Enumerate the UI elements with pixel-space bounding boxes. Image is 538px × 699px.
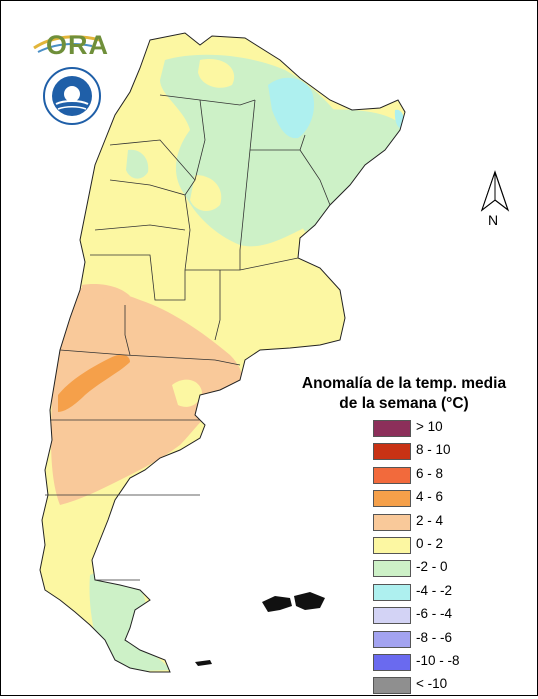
anomaly-zone-orange	[58, 354, 130, 412]
anomaly-zone-light-orange	[50, 288, 243, 505]
legend-swatch	[373, 420, 411, 437]
southern-island	[195, 660, 212, 666]
ora-logo-swoosh-icon	[33, 35, 101, 53]
legend-swatch	[373, 607, 411, 625]
legend-title-line1: Anomalía de la temp. media	[301, 375, 507, 392]
anomaly-zone-yellow-patch	[198, 59, 235, 88]
ora-logo: ORA	[46, 30, 109, 60]
legend-label: > 10	[416, 419, 443, 434]
legend: > 10 8 - 10 6 - 8 4 - 6 2 - 4 0 - 2 -2 -…	[373, 418, 523, 699]
anomaly-zone-yellow-central	[190, 175, 222, 212]
legend-item: -8 - -6	[373, 629, 523, 652]
legend-label: -6 - -4	[416, 606, 453, 622]
province-borders	[45, 94, 331, 581]
legend-swatch	[373, 653, 411, 671]
legend-label: 6 - 8	[416, 465, 444, 481]
legend-item: -2 - 0	[373, 558, 523, 581]
anomaly-zone-green-east	[299, 109, 405, 232]
legend-swatch	[373, 630, 411, 648]
legend-label: -4 - -2	[416, 582, 453, 598]
north-label: N	[488, 212, 499, 228]
legend-label: -8 - -6	[416, 629, 453, 645]
legend-swatch	[373, 560, 411, 578]
anomaly-zone-cyan	[268, 77, 315, 139]
anomaly-zone-light-orange-north	[82, 284, 130, 299]
legend-swatch	[373, 513, 411, 531]
legend-label: -10 - -8	[416, 652, 460, 668]
legend-label: < -10	[416, 676, 448, 692]
legend-swatch	[373, 677, 411, 695]
smn-logo-icon	[43, 67, 101, 125]
legend-item: 8 - 10	[373, 441, 523, 464]
legend-swatch	[373, 466, 411, 484]
legend-item: 4 - 6	[373, 488, 523, 511]
malvinas-islands	[262, 592, 325, 612]
legend-title: Anomalía de la temp. media de la semana …	[288, 374, 520, 414]
legend-item: < -10	[373, 675, 523, 698]
legend-label: 2 - 4	[416, 512, 444, 528]
legend-item: 0 - 2	[373, 535, 523, 558]
legend-item: -6 - -4	[373, 605, 523, 628]
legend-swatch	[373, 443, 411, 461]
legend-label: 8 - 10	[416, 442, 451, 458]
legend-swatch	[373, 536, 411, 554]
legend-item: -4 - -2	[373, 582, 523, 605]
argentina-outline	[39, 32, 406, 673]
legend-label: 0 - 2	[416, 535, 444, 551]
legend-swatch	[373, 583, 411, 601]
legend-item: 6 - 8	[373, 465, 523, 488]
legend-item: 2 - 4	[373, 512, 523, 535]
legend-label: 4 - 6	[416, 489, 444, 505]
legend-item: > 10	[373, 418, 523, 441]
anomaly-zone-green-small	[126, 149, 149, 179]
legend-title-line2: de la semana (°C)	[339, 395, 469, 412]
anomaly-zone-green-tip	[115, 640, 170, 672]
legend-swatch	[373, 490, 411, 508]
anomaly-zone-yellow-bubble	[172, 379, 202, 407]
north-arrow-icon	[480, 170, 510, 212]
legend-label: -2 - 0	[416, 559, 448, 575]
legend-item: -10 - -8	[373, 652, 523, 675]
